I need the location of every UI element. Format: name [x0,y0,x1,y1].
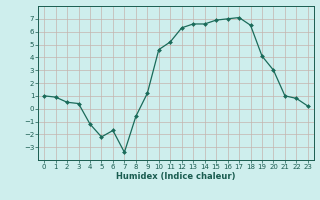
X-axis label: Humidex (Indice chaleur): Humidex (Indice chaleur) [116,172,236,181]
